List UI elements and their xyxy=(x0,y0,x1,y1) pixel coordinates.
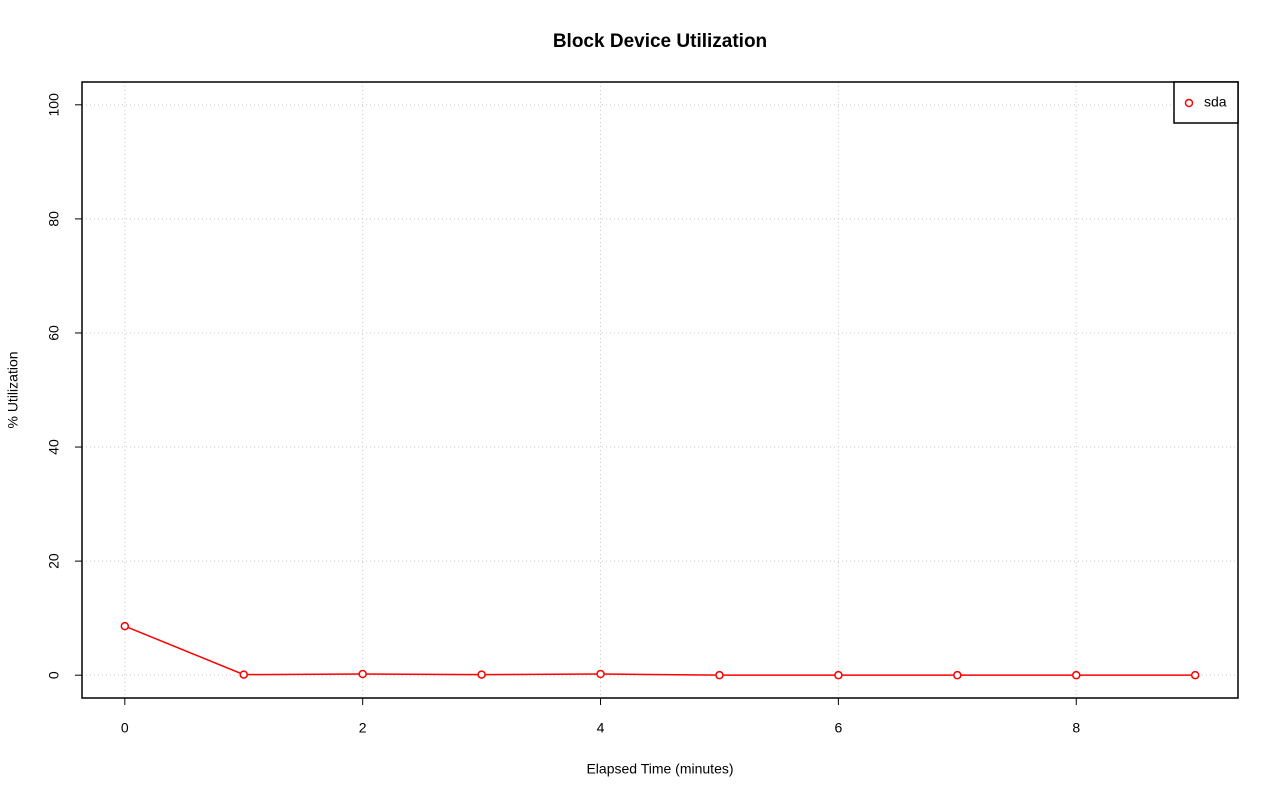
plot-frame xyxy=(81,81,1239,699)
legend-box xyxy=(1173,81,1239,124)
data-point xyxy=(834,670,843,680)
y-tick-label: 20 xyxy=(46,553,62,569)
data-point xyxy=(477,670,486,679)
x-tick-label: 6 xyxy=(834,720,842,736)
data-point xyxy=(120,621,130,631)
x-tick-label: 8 xyxy=(1072,720,1080,736)
y-axis-label: % Utilization xyxy=(5,351,21,428)
legend-marker xyxy=(1184,98,1194,108)
y-tick-label: 100 xyxy=(46,93,62,117)
series-line xyxy=(124,625,1196,676)
y-tick-label: 0 xyxy=(46,671,62,679)
x-tick-label: 0 xyxy=(121,720,129,736)
data-point xyxy=(953,670,962,680)
y-tick-label: 60 xyxy=(46,325,62,341)
chart-title: Block Device Utilization xyxy=(553,31,767,52)
y-tick-label: 80 xyxy=(46,211,62,227)
y-tick-label: 40 xyxy=(46,439,62,455)
data-point xyxy=(239,670,248,679)
x-tick-label: 4 xyxy=(597,720,605,736)
data-point xyxy=(715,670,724,680)
x-tick-label: 2 xyxy=(359,720,367,736)
data-point xyxy=(596,669,605,679)
data-point xyxy=(358,669,367,679)
data-point xyxy=(1190,670,1200,680)
data-point xyxy=(1072,670,1081,680)
legend-label: sda xyxy=(1204,94,1227,110)
x-axis-label: Elapsed Time (minutes) xyxy=(586,761,733,777)
